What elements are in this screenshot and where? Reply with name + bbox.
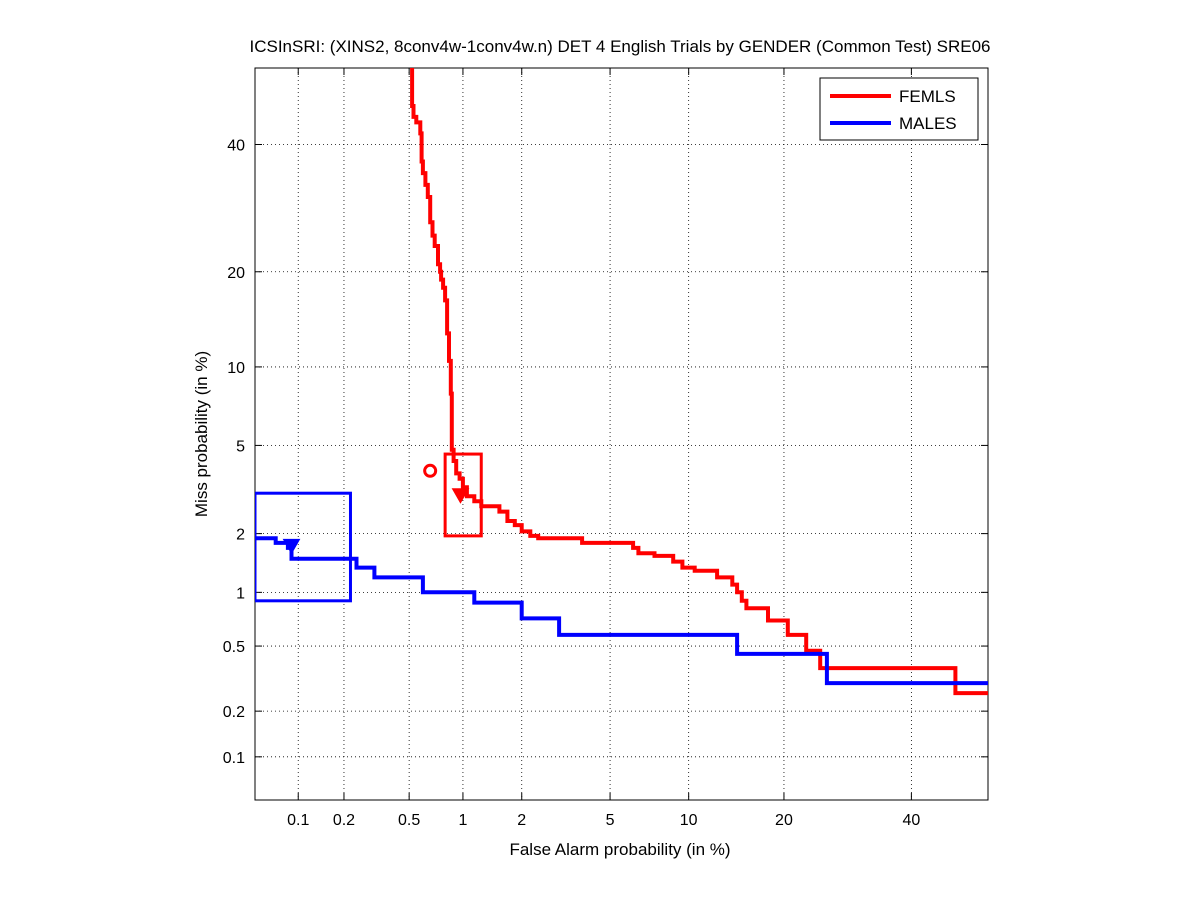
y-tick-label: 0.1	[223, 750, 245, 767]
y-tick-label: 2	[236, 527, 245, 544]
series-line-femls	[410, 68, 988, 696]
plot-frame	[254, 67, 989, 801]
x-tick-label: 10	[680, 812, 698, 829]
x-tick-label: 2	[517, 812, 526, 829]
confidence-boxes	[255, 452, 483, 603]
legend: FEMLS MALES	[819, 77, 979, 141]
x-tick-label: 5	[606, 812, 615, 829]
axis-ticks: 0.1 0.2 0.5 1 2 5 10 20 40 0.1 0.2 0.5 1 2 5 10 20 40	[223, 68, 988, 829]
y-tick-label: 0.2	[223, 704, 245, 721]
min-dcf-circle-marker	[423, 463, 438, 478]
x-tick-label: 40	[902, 812, 920, 829]
confidence-box-femls	[443, 452, 483, 538]
grid	[255, 68, 988, 800]
confidence-box-males	[255, 491, 352, 603]
x-axis-label: False Alarm probability (in %)	[509, 840, 730, 859]
y-axis-label: Miss probability (in %)	[192, 351, 211, 517]
x-tick-label: 0.1	[287, 812, 309, 829]
y-tick-label: 40	[227, 138, 245, 155]
x-tick-label: 0.5	[398, 812, 420, 829]
x-tick-label: 1	[458, 812, 467, 829]
actual-dcf-triangle-marker	[282, 538, 301, 555]
operating-point-markers	[282, 463, 470, 555]
y-tick-label: 20	[227, 265, 245, 282]
chart-title: ICSInSRI: (XINS2, 8conv4w-1conv4w.n) DET…	[249, 37, 990, 56]
legend-label-males: MALES	[899, 114, 957, 133]
y-tick-label: 1	[236, 585, 245, 602]
legend-label-femls: FEMLS	[899, 87, 956, 106]
y-tick-label: 5	[236, 438, 245, 455]
actual-dcf-triangle-marker	[451, 488, 470, 504]
y-tick-label: 10	[227, 360, 245, 377]
series-line-males	[255, 536, 988, 686]
x-tick-label: 20	[775, 812, 793, 829]
series-lines	[255, 68, 988, 696]
y-tick-label: 0.5	[223, 639, 245, 656]
x-tick-label: 0.2	[333, 812, 355, 829]
legend-box	[819, 77, 979, 141]
